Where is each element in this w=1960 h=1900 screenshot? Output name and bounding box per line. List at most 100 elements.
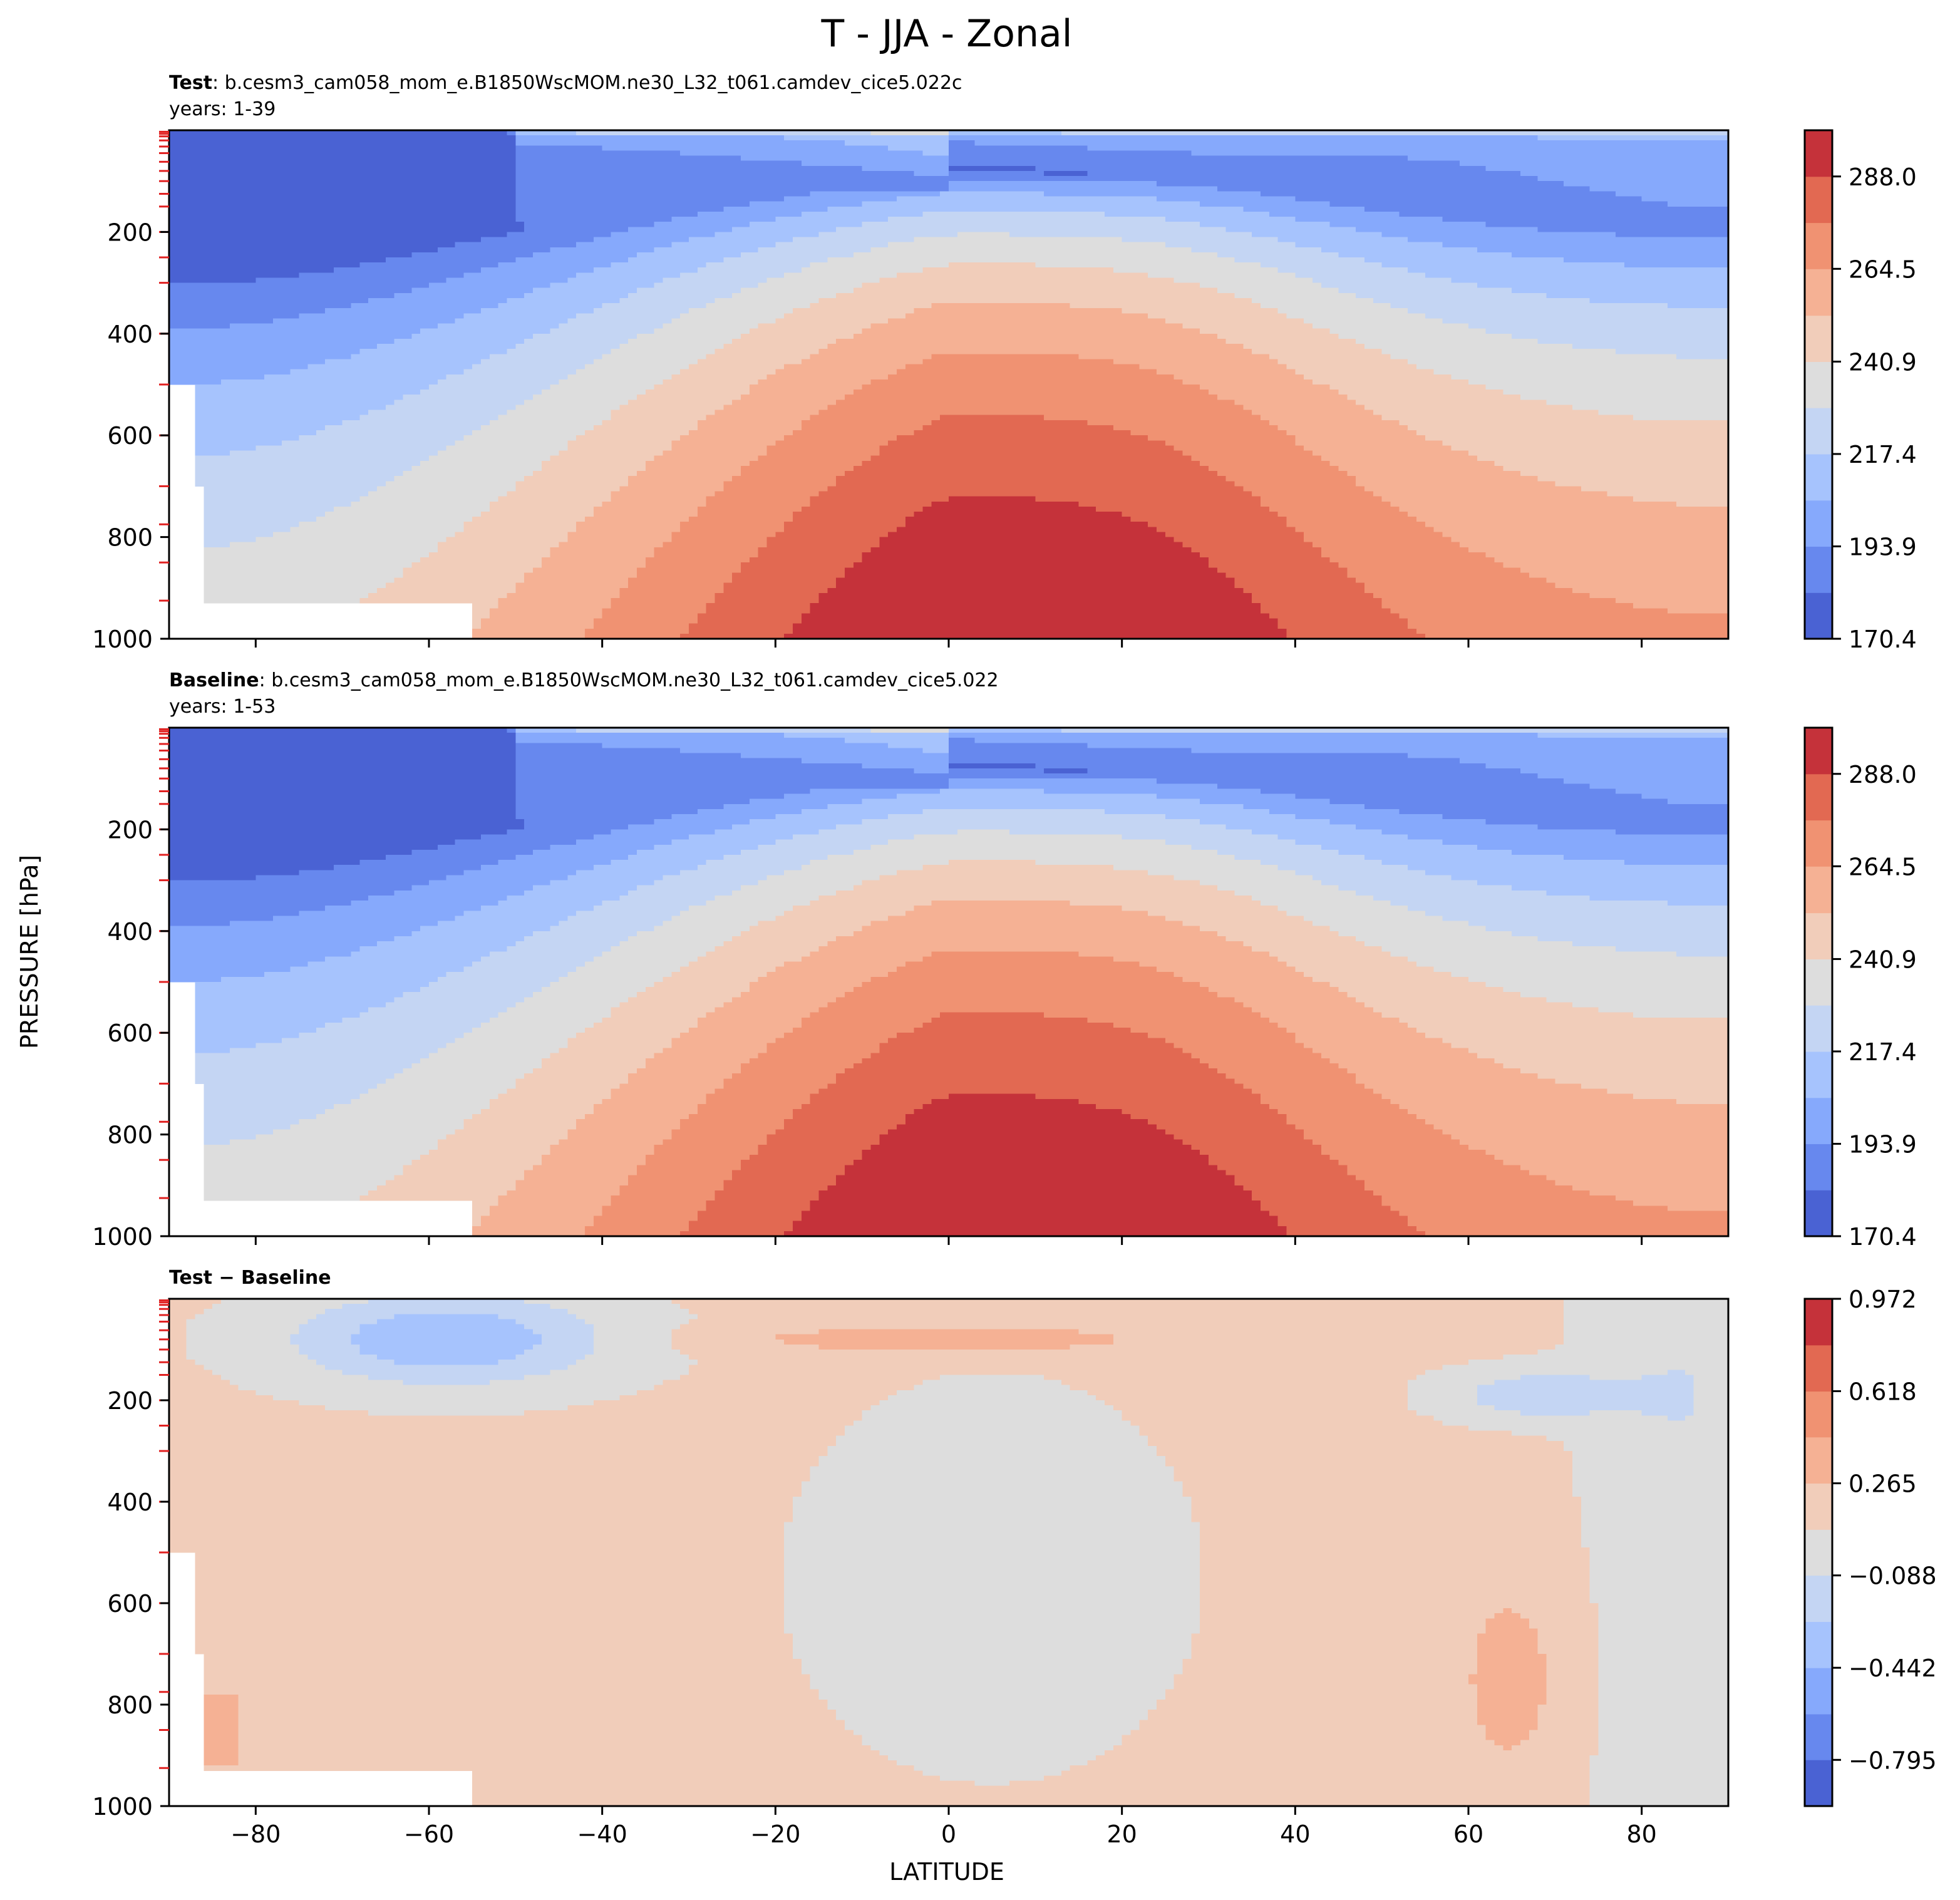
contour-cell bbox=[758, 844, 872, 850]
contour-cell bbox=[1485, 552, 1729, 558]
contour-cell bbox=[498, 303, 603, 309]
contour-cell bbox=[1295, 217, 1443, 222]
contour-cell bbox=[169, 1400, 300, 1406]
contour-cell bbox=[1693, 1385, 1729, 1391]
contour-cell bbox=[931, 420, 1088, 426]
contour-cell bbox=[1182, 1659, 1478, 1665]
contour-cell bbox=[1693, 1375, 1729, 1381]
contour-cell bbox=[888, 532, 1166, 538]
contour-cell bbox=[1338, 885, 1512, 891]
contour-cell bbox=[1364, 855, 1564, 860]
contour-cell bbox=[1564, 181, 1729, 187]
contour-cell bbox=[1572, 1002, 1729, 1008]
contour-cell bbox=[1356, 1175, 1547, 1181]
colorbar-tick-label: 0.972 bbox=[1849, 1286, 1917, 1313]
contour-cell bbox=[1598, 1735, 1729, 1741]
contour-cell bbox=[169, 753, 516, 759]
contour-cell bbox=[195, 420, 343, 426]
contour-cell bbox=[169, 728, 508, 733]
contour-cell bbox=[1693, 1400, 1729, 1406]
contour-cell bbox=[663, 542, 768, 548]
contour-cell bbox=[169, 1486, 802, 1492]
contour-cell bbox=[394, 476, 525, 482]
contour-cell bbox=[169, 176, 516, 182]
colorbar-swatch bbox=[1805, 959, 1832, 1006]
contour-cell bbox=[628, 936, 733, 942]
contour-cell bbox=[689, 1319, 1564, 1325]
contour-cell bbox=[949, 768, 1044, 774]
contour-cell bbox=[1191, 247, 1322, 253]
contour-cell bbox=[238, 1740, 863, 1746]
contour-cell bbox=[1157, 1445, 1564, 1452]
contour-cell bbox=[1607, 1088, 1729, 1095]
contour-cell bbox=[1148, 1119, 1287, 1125]
contour-cell bbox=[169, 1522, 785, 1528]
contour-cell bbox=[1252, 829, 1383, 835]
contour-cell bbox=[325, 1365, 568, 1370]
contour-cell bbox=[1277, 865, 1408, 870]
contour-cell bbox=[602, 420, 698, 426]
contour-cell bbox=[195, 1618, 785, 1624]
contour-cell bbox=[1564, 1334, 1729, 1340]
contour-cell bbox=[1641, 1410, 1694, 1416]
contour-cell bbox=[775, 369, 897, 375]
contour-cell bbox=[775, 1334, 1114, 1340]
contour-cell bbox=[1564, 1329, 1729, 1335]
contour-cell bbox=[472, 1775, 941, 1782]
contour-cell bbox=[169, 232, 508, 238]
contour-cell bbox=[515, 481, 629, 487]
contour-cell bbox=[507, 896, 620, 901]
contour-cell bbox=[689, 430, 793, 436]
contour-cell bbox=[169, 155, 516, 162]
contour-cell bbox=[515, 155, 741, 162]
contour-cell bbox=[697, 506, 802, 512]
contour-cell bbox=[446, 875, 568, 881]
contour-cell bbox=[1217, 885, 1339, 891]
contour-cell bbox=[169, 318, 274, 324]
contour-cell bbox=[1451, 1043, 1729, 1049]
contour-cell bbox=[1364, 587, 1573, 594]
contour-cell bbox=[1373, 410, 1599, 416]
contour-cell bbox=[723, 1180, 837, 1186]
contour-cell bbox=[766, 1134, 880, 1140]
contour-cell bbox=[949, 150, 1192, 157]
contour-cell bbox=[723, 405, 828, 411]
contour-cell bbox=[1217, 992, 1348, 998]
colorbar-tick-label: 217.4 bbox=[1849, 441, 1917, 468]
contour-cell bbox=[238, 1730, 854, 1736]
contour-cell bbox=[1546, 1669, 1599, 1675]
contour-cell bbox=[204, 1083, 378, 1090]
contour-cell bbox=[827, 803, 1244, 810]
contour-cell bbox=[420, 1058, 542, 1064]
contour-cell bbox=[437, 921, 560, 927]
contour-cell bbox=[818, 1694, 1166, 1700]
contour-cell bbox=[949, 171, 1044, 177]
contour-cell bbox=[1589, 783, 1729, 789]
contour-cell bbox=[1572, 1476, 1729, 1482]
contour-cell bbox=[204, 1679, 811, 1685]
contour-cell bbox=[204, 582, 386, 589]
contour-cell bbox=[169, 150, 516, 157]
contour-cell bbox=[810, 608, 1261, 614]
contour-cell bbox=[515, 814, 672, 820]
contour-cell bbox=[238, 1710, 837, 1715]
contour-cell bbox=[1598, 1750, 1729, 1756]
contour-cell bbox=[368, 896, 508, 901]
contour-cell bbox=[619, 1002, 724, 1008]
contour-cell bbox=[1460, 1139, 1729, 1145]
contour-cell bbox=[1347, 572, 1530, 579]
contour-cell bbox=[810, 860, 949, 865]
contour-cell bbox=[1217, 931, 1339, 937]
contour-cell bbox=[784, 1542, 1200, 1548]
contour-cell bbox=[169, 1380, 230, 1386]
contour-cell bbox=[922, 1023, 1114, 1028]
contour-cell bbox=[403, 471, 534, 477]
contour-cell bbox=[195, 982, 430, 988]
contour-cell bbox=[1269, 211, 1400, 217]
contour-cell bbox=[949, 1093, 1036, 1100]
contour-cell bbox=[888, 1038, 1166, 1043]
contour-cell bbox=[1503, 1355, 1729, 1360]
contour-cell bbox=[1399, 506, 1729, 512]
contour-cell bbox=[1252, 1195, 1383, 1201]
contour-cell bbox=[897, 870, 1148, 876]
